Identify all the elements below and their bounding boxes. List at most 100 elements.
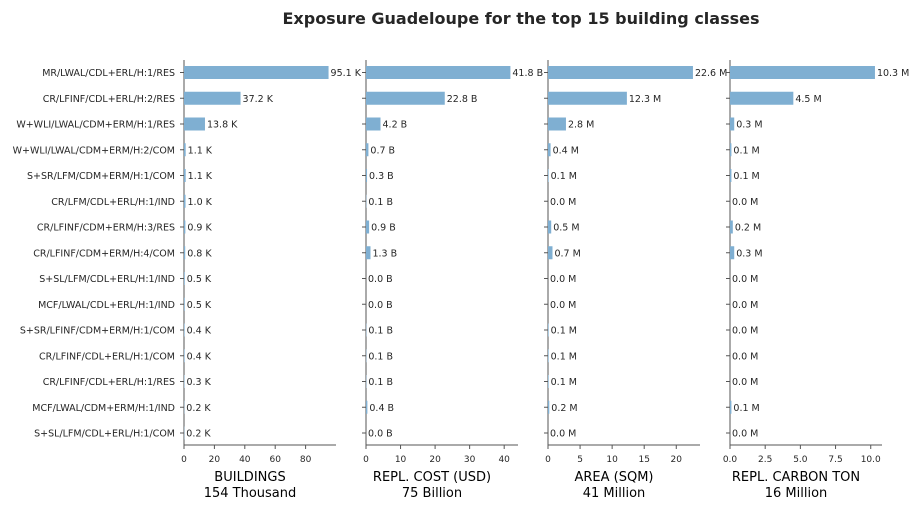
data-label: 0.5 K <box>187 300 212 311</box>
bar <box>184 91 241 105</box>
data-label: 0.1 B <box>368 326 393 337</box>
x-tick-label: 20 <box>429 455 441 465</box>
x-tick-label: 0.0 <box>723 455 738 465</box>
data-label: 0.0 M <box>732 351 758 362</box>
data-label: 22.8 B <box>447 94 478 105</box>
x-axis-label: REPL. COST (USD) <box>373 470 491 485</box>
bar <box>366 143 369 157</box>
category-label: W+WLI/LWAL/CDM+ERM/H:2/COM <box>13 145 175 156</box>
data-label: 0.2 K <box>186 429 211 440</box>
category-label: S+SR/LFINF/CDM+ERM/H:1/COM <box>20 326 175 337</box>
bar <box>184 220 186 234</box>
bar <box>730 66 875 79</box>
category-label: S+SR/LFM/CDM+ERM/H:1/COM <box>27 171 175 182</box>
x-axis-total: 154 Thousand <box>204 486 297 501</box>
data-label: 0.1 M <box>551 351 577 362</box>
chart-panel: 22.6 M 12.3 M 2.8 M 0.4 M 0.1 M 0.0 M 0.5 M 0.7… <box>544 60 727 501</box>
x-tick-label: 0 <box>181 455 187 465</box>
data-label: 0.3 M <box>736 120 762 131</box>
bar <box>184 194 186 208</box>
bar <box>730 143 732 157</box>
data-label: 0.0 M <box>732 429 758 440</box>
data-label: 41.8 B <box>512 68 543 79</box>
x-tick-label: 80 <box>300 455 312 465</box>
data-label: 2.8 M <box>568 120 594 131</box>
data-label: 37.2 K <box>243 94 274 105</box>
x-tick-label: 5 <box>577 455 583 465</box>
bar <box>548 246 553 260</box>
bar <box>366 246 371 260</box>
category-label: CR/LFM/CDL+ERL/H:1/IND <box>51 197 175 208</box>
x-tick-label: 10 <box>395 455 407 465</box>
x-axis-label: BUILDINGS <box>214 470 285 485</box>
data-label: 0.0 M <box>550 429 576 440</box>
data-label: 0.1 M <box>551 377 577 388</box>
category-label: CR/LFINF/CDM+ERM/H:3/RES <box>37 223 175 234</box>
x-axis-label: REPL. CARBON TON <box>732 470 860 485</box>
bar <box>184 169 186 182</box>
x-tick-label: 2.5 <box>758 455 772 465</box>
bar <box>184 349 185 363</box>
data-label: 0.9 K <box>187 223 212 234</box>
category-label: CR/LFINF/CDL+ERL/H:1/COM <box>39 351 175 362</box>
bar <box>548 349 549 363</box>
data-label: 0.0 M <box>732 274 758 285</box>
data-label: 0.0 M <box>732 326 758 337</box>
data-label: 0.3 B <box>369 171 394 182</box>
category-label: CR/LFINF/CDL+ERL/H:2/RES <box>43 94 175 105</box>
data-label: 95.1 K <box>331 68 362 79</box>
bar <box>548 117 566 131</box>
data-label: 0.8 K <box>187 248 212 259</box>
bar <box>366 66 511 79</box>
bar <box>548 400 550 414</box>
category-label: S+SL/LFM/CDL+ERL/H:1/COM <box>34 429 175 440</box>
bar <box>366 91 445 105</box>
data-label: 22.6 M <box>695 68 727 79</box>
x-axis-label: AREA (SQM) <box>574 470 653 485</box>
data-label: 0.5 M <box>553 223 579 234</box>
bar <box>184 143 186 157</box>
bar <box>548 323 549 337</box>
bar <box>548 66 693 79</box>
data-label: 0.3 M <box>736 248 762 259</box>
data-label: 0.4 M <box>553 145 579 156</box>
bar <box>730 117 735 131</box>
data-label: 0.0 B <box>368 274 393 285</box>
data-label: 10.3 M <box>877 68 909 79</box>
x-tick-label: 40 <box>498 455 510 465</box>
data-label: 0.3 K <box>186 377 211 388</box>
data-label: 0.7 B <box>370 145 395 156</box>
data-label: 1.0 K <box>188 197 213 208</box>
data-label: 0.0 M <box>732 377 758 388</box>
x-tick-label: 20 <box>671 455 683 465</box>
chart-panel: 41.8 B 22.8 B 4.2 B 0.7 B 0.3 B 0.1 B 0.9 B 1.3… <box>362 60 543 501</box>
data-label: 0.9 B <box>371 223 396 234</box>
category-label: MCF/LWAL/CDM+ERM/H:1/IND <box>32 403 175 414</box>
category-label: CR/LFINF/CDL+ERL/H:1/RES <box>43 377 175 388</box>
category-label: MCF/LWAL/CDL+ERL/H:1/IND <box>38 300 175 311</box>
bar <box>548 91 627 105</box>
data-label: 0.2 M <box>735 223 761 234</box>
x-tick-label: 10.0 <box>861 455 881 465</box>
bar <box>366 220 370 234</box>
bar <box>548 375 549 388</box>
data-label: 0.0 M <box>550 197 576 208</box>
bar <box>366 169 368 182</box>
bar <box>184 117 205 131</box>
bar <box>730 91 794 105</box>
chart-panel: 95.1 K 37.2 K 13.8 K 1.1 K 1.1 K 1.0 K 0.9 K 0.… <box>180 60 362 501</box>
data-label: 0.4 B <box>369 403 394 414</box>
x-tick-label: 60 <box>269 455 281 465</box>
data-label: 0.1 M <box>733 145 759 156</box>
category-label: W+WLI/LWAL/CDM+ERM/H:1/RES <box>16 120 175 131</box>
data-label: 0.0 M <box>550 300 576 311</box>
data-label: 0.1 B <box>368 377 393 388</box>
data-label: 0.1 M <box>551 171 577 182</box>
x-tick-label: 0 <box>545 455 551 465</box>
data-label: 1.1 K <box>188 145 213 156</box>
x-tick-label: 30 <box>464 455 476 465</box>
data-label: 0.1 M <box>733 403 759 414</box>
x-tick-label: 20 <box>209 455 221 465</box>
chart-panel: 10.3 M 4.5 M 0.3 M 0.1 M 0.1 M 0.0 M 0.2 M 0.3 … <box>723 60 909 501</box>
bar <box>730 246 735 260</box>
